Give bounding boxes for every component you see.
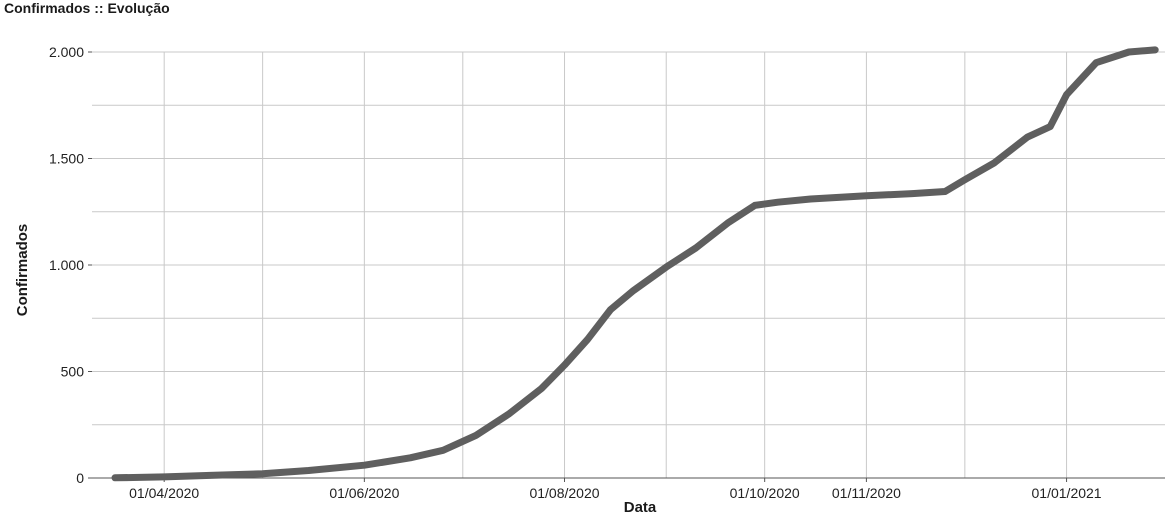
- x-tick-label: 01/11/2020: [832, 485, 901, 501]
- x-tick-labels: 01/04/2020 01/06/2020 01/08/2020 01/10/2020…: [129, 485, 1102, 501]
- axes: [88, 51, 1165, 482]
- data-point: [1023, 134, 1031, 141]
- data-point: [561, 361, 568, 369]
- data-point: [692, 244, 699, 252]
- chart-title: Confirmados :: Evolução: [4, 0, 170, 16]
- data-point: [1063, 91, 1070, 98]
- data-point: [1047, 123, 1054, 130]
- y-tick-label: 500: [61, 364, 85, 380]
- y-tick-label: 0: [76, 470, 84, 486]
- y-axis-title: Confirmados: [14, 224, 31, 317]
- data-point: [361, 462, 368, 469]
- data-point: [991, 159, 998, 166]
- data-point: [472, 432, 480, 439]
- grid: [92, 51, 1165, 479]
- x-axis-title: Data: [624, 499, 657, 516]
- data-point: [1125, 48, 1133, 56]
- data-point: [538, 385, 545, 392]
- series-line: [111, 46, 1159, 482]
- data-point: [206, 472, 214, 479]
- data-point: [941, 188, 949, 195]
- x-tick-label: 01/04/2020: [129, 485, 199, 501]
- data-point: [630, 287, 637, 294]
- x-tick-label: 01/08/2020: [529, 485, 599, 501]
- x-tick-label: 01/06/2020: [329, 485, 399, 501]
- data-point: [663, 263, 670, 271]
- y-tick-labels: 0 500 1.000 1.500 2.000: [49, 44, 84, 486]
- data-point: [807, 195, 814, 203]
- data-point: [584, 336, 591, 343]
- data-point: [774, 199, 781, 206]
- data-point: [407, 454, 414, 461]
- data-point: [305, 467, 312, 474]
- data-point: [607, 306, 614, 313]
- data-point: [725, 219, 732, 226]
- data-point: [961, 176, 968, 183]
- data-point: [1092, 59, 1100, 66]
- series-layer: [111, 46, 1159, 482]
- y-tick-label: 2.000: [49, 44, 84, 60]
- data-point: [505, 410, 512, 418]
- x-tick-label: 01/01/2021: [1032, 485, 1102, 501]
- data-point: [909, 190, 916, 197]
- x-tick-label: 01/10/2020: [730, 485, 800, 501]
- y-tick-label: 1.500: [49, 151, 84, 167]
- y-tick-label: 1.000: [49, 257, 84, 273]
- data-point: [111, 474, 119, 481]
- data-point: [439, 447, 447, 454]
- data-point: [1152, 46, 1159, 54]
- data-point: [863, 192, 870, 199]
- data-point: [161, 473, 168, 481]
- data-point: [751, 202, 758, 209]
- data-point: [259, 470, 266, 477]
